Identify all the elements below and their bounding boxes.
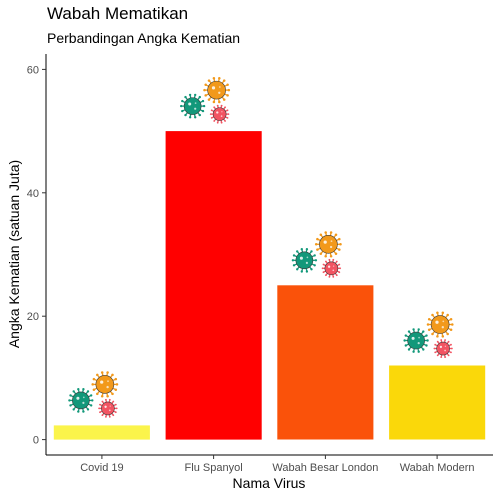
virus-orange-icon-0 [91, 371, 119, 398]
bar-0 [53, 425, 150, 440]
x-tick-label-3: Wabah Modern [400, 462, 475, 474]
chart-subtitle: Perbandingan Angka Kematian [47, 30, 241, 46]
virus-teal-icon-0 [68, 388, 94, 413]
y-tick-label-2: 40 [27, 188, 39, 200]
y-tick-label-1: 20 [27, 311, 39, 323]
x-tick-label-0: Covid 19 [80, 462, 123, 474]
y-tick-label-0: 0 [33, 435, 39, 447]
virus-teal-icon-1 [180, 93, 206, 119]
virus-red-icon-3 [433, 339, 453, 359]
bar-3 [389, 365, 486, 440]
chart-title: Wabah Mematikan [47, 4, 189, 23]
x-axis-title: Nama Virus [233, 475, 306, 491]
y-axis-title: Angka Kematian (satuan Juta) [6, 160, 22, 348]
virus-orange-icon-2 [314, 231, 342, 258]
virus-orange-icon-3 [426, 311, 454, 338]
x-tick-label-1: Flu Spanyol [185, 462, 243, 474]
bar-2 [277, 285, 374, 440]
virus-red-icon-0 [98, 398, 118, 418]
virus-orange-icon-1 [203, 77, 231, 104]
bar-1 [165, 131, 262, 440]
virus-teal-icon-3 [403, 328, 429, 353]
virus-red-icon-2 [321, 258, 342, 278]
virus-teal-icon-2 [291, 248, 318, 273]
virus-red-icon-1 [209, 104, 230, 124]
y-tick-label-3: 60 [27, 64, 39, 76]
x-tick-label-2: Wabah Besar London [272, 462, 378, 474]
